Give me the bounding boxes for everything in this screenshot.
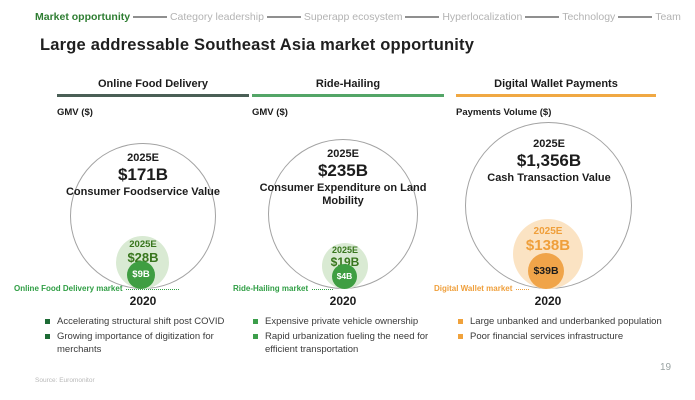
nav-item-team[interactable]: Team bbox=[655, 10, 681, 23]
mid-value: $138B bbox=[525, 237, 571, 254]
outer-circle-text: 2025E $1,356B Cash Transaction Value bbox=[454, 138, 644, 185]
nav-item-category-leadership[interactable]: Category leadership bbox=[169, 10, 264, 23]
inner-market-circle-value: $39B bbox=[528, 253, 564, 289]
mid-year: 2025E bbox=[533, 226, 563, 237]
metric-label-payments-volume: Payments Volume ($) bbox=[456, 107, 552, 118]
column-header-digital-wallet-payments: Digital Wallet Payments bbox=[494, 78, 618, 90]
bullet-list-online-food-delivery: Accelerating structural shift post COVID… bbox=[45, 316, 245, 359]
column-accent-rule bbox=[57, 94, 249, 97]
bullet-item: Poor financial services infrastructure bbox=[458, 331, 673, 343]
outer-year: 2025E bbox=[127, 152, 159, 164]
mid-year: 2025E bbox=[129, 239, 157, 250]
mid-circle-text: 2025E $138B bbox=[508, 226, 588, 254]
source-note: Source: Euromonitor bbox=[35, 377, 95, 384]
bullet-list-ride-hailing: Expensive private vehicle ownership Rapi… bbox=[253, 316, 458, 359]
year-axis-label: 2020 bbox=[534, 294, 562, 308]
nav-item-hyperlocalization[interactable]: Hyperlocalization bbox=[442, 10, 523, 23]
column-accent-rule bbox=[456, 94, 656, 97]
market-callout-label: Online Food Delivery market bbox=[14, 284, 123, 293]
bullet-item: Expensive private vehicle ownership bbox=[253, 316, 458, 328]
bullet-item: Large unbanked and underbanked populatio… bbox=[458, 316, 673, 328]
mid-year: 2025E bbox=[331, 245, 359, 255]
column-header-online-food-delivery: Online Food Delivery bbox=[97, 78, 209, 90]
dotted-leader-line bbox=[126, 289, 179, 290]
market-callout-digital-wallet: Digital Wallet market bbox=[434, 284, 529, 293]
market-callout-online-food-delivery: Online Food Delivery market bbox=[14, 284, 179, 293]
nav-item-market-opportunity[interactable]: Market opportunity bbox=[35, 10, 131, 23]
outer-value: $1,356B bbox=[516, 151, 582, 170]
year-axis-label: 2020 bbox=[329, 294, 357, 308]
metric-label-gmv: GMV ($) bbox=[252, 107, 288, 118]
outer-circle-text: 2025E $171B Consumer Foodservice Value bbox=[63, 152, 223, 199]
column-accent-rule bbox=[252, 94, 444, 97]
bullet-list-digital-wallet: Large unbanked and underbanked populatio… bbox=[458, 316, 673, 347]
bullet-item: Accelerating structural shift post COVID bbox=[45, 316, 245, 328]
outer-circle-text: 2025E $235B Consumer Expenditure on Land… bbox=[253, 148, 433, 208]
metric-label-gmv: GMV ($) bbox=[57, 107, 93, 118]
bullet-item: Growing importance of digitization for m… bbox=[45, 331, 245, 356]
outer-description: Consumer Expenditure on Land Mobility bbox=[259, 182, 427, 208]
nav-dash bbox=[133, 15, 168, 18]
market-callout-label: Ride-Hailing market bbox=[233, 284, 309, 293]
nav-dash bbox=[405, 15, 440, 18]
outer-description: Consumer Foodservice Value bbox=[65, 186, 221, 198]
dotted-leader-line bbox=[516, 289, 529, 290]
nav-item-superapp-ecosystem[interactable]: Superapp ecosystem bbox=[303, 10, 403, 23]
inner-market-circle-value: $4B bbox=[332, 264, 357, 289]
outer-value: $235B bbox=[317, 161, 369, 180]
market-callout-label: Digital Wallet market bbox=[434, 284, 513, 293]
outer-year: 2025E bbox=[533, 138, 565, 150]
nav-dash bbox=[525, 15, 560, 18]
outer-description: Cash Transaction Value bbox=[487, 172, 611, 184]
year-axis-label: 2020 bbox=[129, 294, 157, 308]
nav-dash bbox=[266, 15, 301, 18]
column-header-ride-hailing: Ride-Hailing bbox=[315, 78, 381, 90]
section-nav: Market opportunity Category leadership S… bbox=[35, 9, 681, 24]
inner-market-circle-value: $9B bbox=[127, 261, 155, 289]
outer-value: $171B bbox=[117, 165, 169, 184]
outer-year: 2025E bbox=[327, 148, 359, 160]
market-callout-ride-hailing: Ride-Hailing market bbox=[233, 284, 333, 293]
page-title: Large addressable Southeast Asia market … bbox=[40, 36, 475, 54]
nav-dash bbox=[618, 15, 653, 18]
nav-item-technology[interactable]: Technology bbox=[562, 10, 616, 23]
bullet-item: Rapid urbanization fueling the need for … bbox=[253, 331, 458, 356]
dotted-leader-line bbox=[312, 289, 333, 290]
page-number: 19 bbox=[660, 362, 672, 373]
